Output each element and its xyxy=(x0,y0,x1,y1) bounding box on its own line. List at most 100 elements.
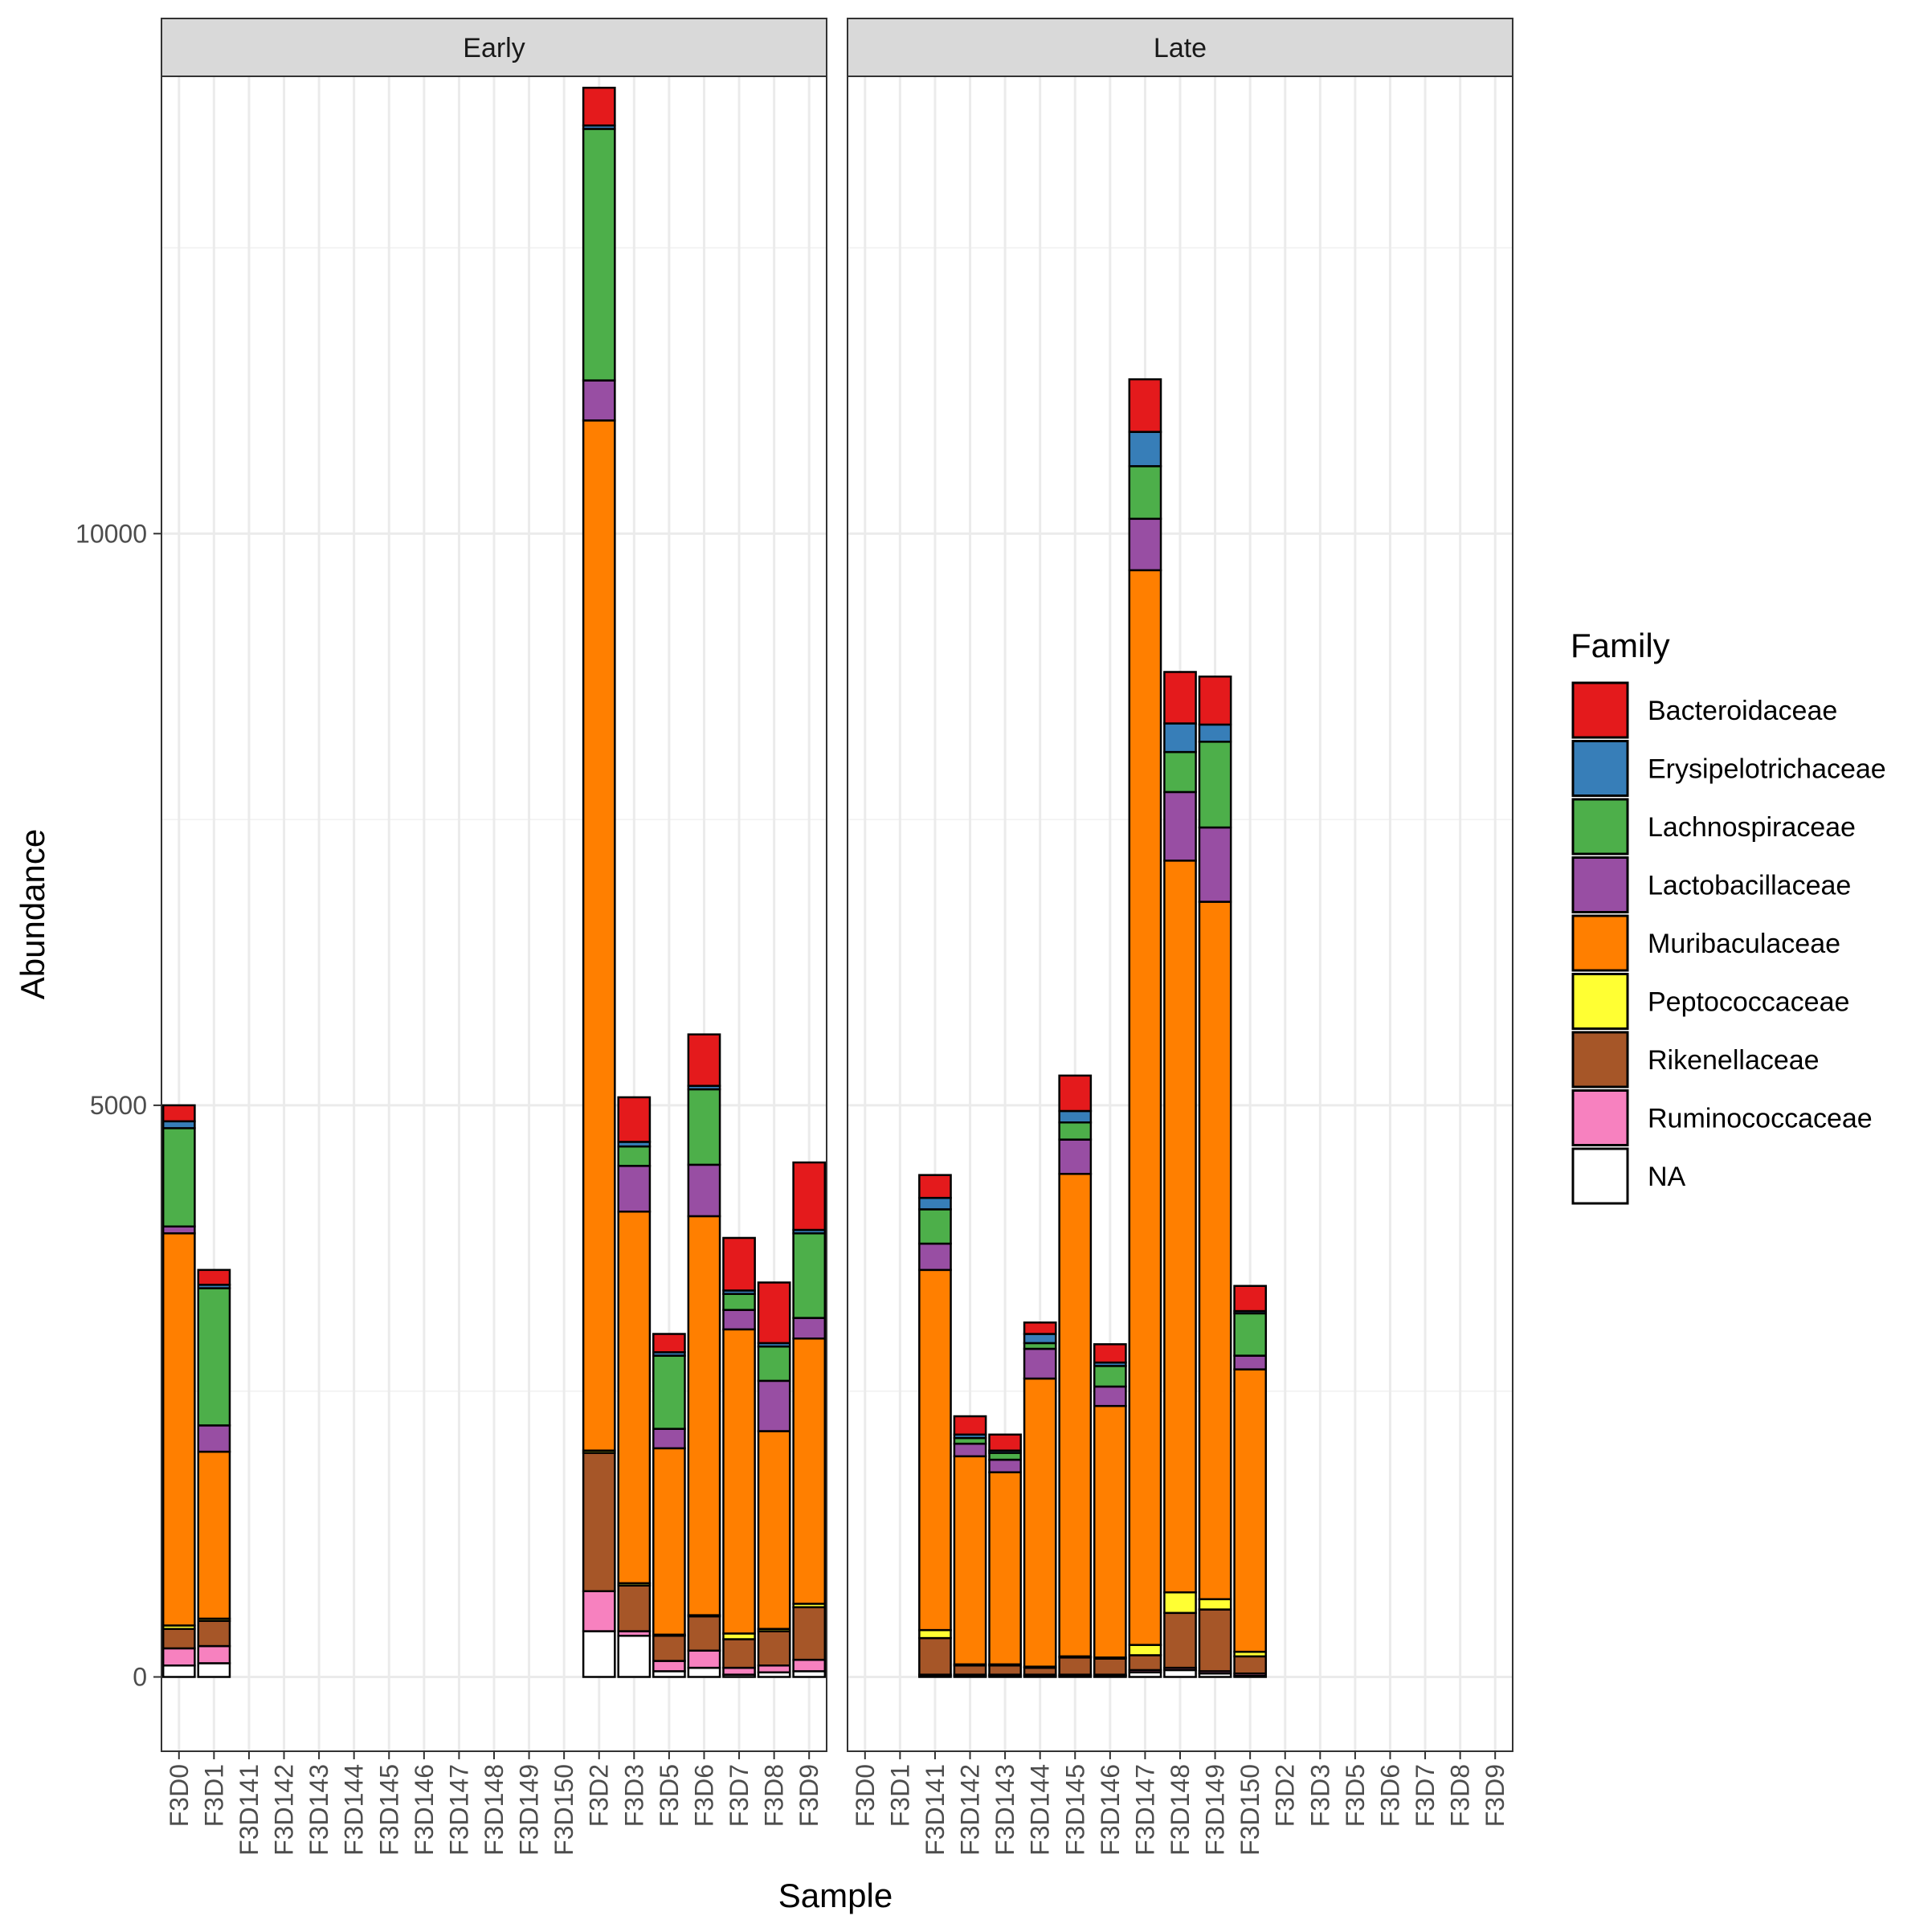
y-tick-label: 0 xyxy=(133,1662,147,1691)
axis-layer: F3D0 F3D1 F3D141 F3D142 F3D143 F3D144 F3D145 F3… xyxy=(76,519,1509,1856)
facet-strip xyxy=(161,18,827,77)
legend-label: Muribaculaceae xyxy=(1648,929,1840,959)
bar-segment-lactobacillaceae xyxy=(687,1163,721,1218)
legend-key-erysipelotrichaceae xyxy=(1571,740,1629,797)
bar-segment-rikenellaceae xyxy=(1128,1654,1162,1672)
facet-strip xyxy=(847,18,1513,77)
bar-segment-muribaculaceae xyxy=(1163,860,1197,1594)
bar-segment-rikenellaceae xyxy=(1233,1655,1268,1675)
x-tick-label: F3D3 xyxy=(1305,1764,1334,1827)
bar-segment-lachnospiraceae xyxy=(652,1354,686,1430)
bar-late-f3d146 xyxy=(1093,1343,1127,1678)
bar-segment-ruminococcaceae xyxy=(757,1664,791,1674)
bar-segment-rikenellaceae xyxy=(918,1636,952,1676)
bar-segment-na xyxy=(197,1662,231,1678)
bar-segment-bacteroidaceae xyxy=(953,1415,987,1436)
bar-segment-lactobacillaceae xyxy=(617,1165,652,1213)
x-tick-label: F3D144 xyxy=(340,1764,369,1856)
legend-key-bacteroidaceae xyxy=(1571,681,1629,739)
bar-segment-rikenellaceae xyxy=(1163,1611,1197,1669)
bar-segment-lachnospiraceae xyxy=(757,1345,791,1383)
x-tick-label: F3D7 xyxy=(1411,1764,1440,1827)
bar-segment-lactobacillaceae xyxy=(652,1428,686,1450)
bar-segment-bacteroidaceae xyxy=(918,1174,952,1199)
legend-label: Erysipelotrichaceae xyxy=(1648,754,1886,785)
bar-segment-lachnospiraceae xyxy=(1163,750,1197,794)
bar-segment-muribaculaceae xyxy=(722,1328,756,1635)
bar-segment-rikenellaceae xyxy=(1093,1657,1127,1676)
bar-segment-bacteroidaceae xyxy=(582,86,616,127)
bar-early-f3d9 xyxy=(792,1161,827,1678)
y-tick-label: 10000 xyxy=(76,519,147,548)
bar-segment-muribaculaceae xyxy=(1128,569,1162,1646)
bar-late-f3d149 xyxy=(1198,675,1232,1678)
bar-segment-muribaculaceae xyxy=(1093,1404,1127,1659)
bar-segment-lactobacillaceae xyxy=(582,379,616,422)
x-tick-label: F3D144 xyxy=(1026,1764,1055,1856)
bar-segment-muribaculaceae xyxy=(988,1471,1022,1666)
bar-segment-peptococcaceae xyxy=(918,1628,952,1640)
bar-segment-bacteroidaceae xyxy=(1233,1285,1268,1313)
bar-segment-lachnospiraceae xyxy=(687,1088,721,1166)
bar-segment-muribaculaceae xyxy=(1023,1377,1057,1668)
legend-label: Rikenellaceae xyxy=(1648,1045,1820,1076)
bar-segment-lactobacillaceae xyxy=(1128,517,1162,572)
x-tick-label: F3D8 xyxy=(760,1764,789,1827)
bar-segment-rikenellaceae xyxy=(1058,1656,1093,1676)
bar-segment-erysipelotrichaceae xyxy=(1023,1333,1057,1345)
x-tick-label: F3D1 xyxy=(199,1764,228,1827)
x-tick-label: F3D8 xyxy=(1446,1764,1475,1827)
bar-segment-rikenellaceae xyxy=(687,1615,721,1652)
x-tick-label: F3D149 xyxy=(515,1764,544,1856)
facet-strip-label: Early xyxy=(463,33,525,63)
x-tick-label: F3D1 xyxy=(885,1764,914,1827)
x-tick-label: F3D7 xyxy=(725,1764,754,1827)
bar-segment-lactobacillaceae xyxy=(918,1242,952,1272)
x-tick-label: F3D150 xyxy=(549,1764,578,1856)
bar-segment-lachnospiraceae xyxy=(617,1145,652,1167)
x-tick-label: F3D143 xyxy=(991,1764,1019,1856)
bar-segment-lactobacillaceae xyxy=(953,1442,987,1458)
bar-segment-lachnospiraceae xyxy=(1093,1365,1127,1388)
bar-segment-erysipelotrichaceae xyxy=(1128,431,1162,468)
bar-segment-erysipelotrichaceae xyxy=(1058,1109,1093,1124)
bar-late-f3d145 xyxy=(1058,1074,1093,1678)
x-tick-label: F3D147 xyxy=(444,1764,473,1856)
bar-segment-erysipelotrichaceae xyxy=(161,1120,196,1129)
x-tick-label: F3D145 xyxy=(1060,1764,1089,1856)
x-axis-title: Sample xyxy=(778,1877,893,1914)
legend-key-na xyxy=(1571,1147,1629,1205)
bar-segment-ruminococcaceae xyxy=(792,1658,827,1673)
bar-segment-ruminococcaceae xyxy=(582,1590,616,1632)
legend-label: NA xyxy=(1648,1162,1686,1192)
legend-key-ruminococcaceae xyxy=(1571,1089,1629,1146)
bar-segment-rikenellaceae xyxy=(617,1584,652,1632)
bar-segment-lactobacillaceae xyxy=(1233,1354,1268,1370)
bar-segment-muribaculaceae xyxy=(582,419,616,1452)
bar-segment-ruminococcaceae xyxy=(722,1666,756,1676)
bar-early-f3d1 xyxy=(197,1268,231,1678)
x-tick-label: F3D147 xyxy=(1130,1764,1159,1856)
bar-late-f3d143 xyxy=(988,1433,1022,1678)
legend-title: Family xyxy=(1571,627,1670,664)
bar-segment-bacteroidaceae xyxy=(988,1433,1022,1452)
bar-segment-bacteroidaceae xyxy=(722,1236,756,1292)
legend-key-lachnospiraceae xyxy=(1571,798,1629,856)
bar-segment-peptococcaceae xyxy=(1163,1591,1197,1615)
bar-segment-lachnospiraceae xyxy=(918,1208,952,1245)
bar-segment-ruminococcaceae xyxy=(161,1647,196,1667)
bar-segment-rikenellaceae xyxy=(652,1635,686,1662)
x-tick-label: F3D9 xyxy=(794,1764,823,1827)
legend-key-peptococcaceae xyxy=(1571,973,1629,1030)
legend: Family Bacteroidaceae Erysipelotrichaceae… xyxy=(1571,627,1886,1205)
bar-early-f3d5 xyxy=(652,1333,686,1678)
x-tick-label: F3D5 xyxy=(655,1764,684,1827)
x-tick-label: F3D145 xyxy=(374,1764,403,1856)
bar-segment-lachnospiraceae xyxy=(582,128,616,382)
bar-segment-lachnospiraceae xyxy=(988,1452,1022,1461)
bar-early-f3d8 xyxy=(757,1281,791,1678)
bar-segment-ruminococcaceae xyxy=(197,1644,231,1664)
x-tick-label: F3D141 xyxy=(235,1764,263,1856)
bar-segment-bacteroidaceae xyxy=(197,1268,231,1286)
bar-segment-lactobacillaceae xyxy=(161,1225,196,1235)
